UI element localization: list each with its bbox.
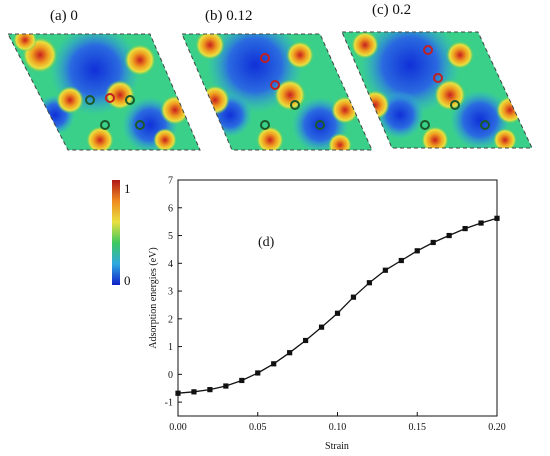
series-markers xyxy=(175,215,500,396)
panel-label-c: (c) 0.2 xyxy=(372,2,412,18)
data-point xyxy=(287,350,293,356)
data-point xyxy=(175,390,181,396)
data-point xyxy=(303,337,309,344)
data-point xyxy=(430,239,436,246)
x-tick-label: 0.05 xyxy=(249,422,267,433)
data-point xyxy=(478,220,484,226)
y-tick-label: -1 xyxy=(165,398,173,409)
data-point xyxy=(239,377,245,384)
data-point xyxy=(382,267,388,273)
data-point xyxy=(446,232,452,239)
y-tick-label: 5 xyxy=(168,231,173,242)
data-point xyxy=(366,280,372,286)
data-point xyxy=(271,361,277,367)
colorbar-min-label: 0 xyxy=(124,273,131,288)
x-tick-label: 0.00 xyxy=(169,422,187,433)
data-point xyxy=(350,294,357,300)
atom-markers xyxy=(85,45,490,130)
y-tick-label: 6 xyxy=(168,203,173,214)
x-axis-label: Strain xyxy=(325,441,349,452)
data-point xyxy=(334,310,341,316)
y-tick-label: 3 xyxy=(168,287,173,298)
x-axis: 0.00 0.05 0.10 0.15 0.20 xyxy=(169,412,506,433)
data-point xyxy=(207,387,213,393)
data-point xyxy=(494,215,500,221)
y-tick-label: 2 xyxy=(168,314,173,325)
y-axis: -1 0 1 2 3 4 5 6 7 xyxy=(165,176,182,409)
x-tick-label: 0.15 xyxy=(409,422,427,433)
x-tick-label: 0.10 xyxy=(329,422,347,433)
chart-annotation: (d) xyxy=(258,235,275,250)
data-point xyxy=(398,257,404,264)
data-point xyxy=(414,248,420,254)
y-axis-label: Adsorption energies (eV) xyxy=(148,247,159,348)
x-tick-label: 0.20 xyxy=(488,422,506,433)
data-point xyxy=(318,324,325,330)
y-tick-label: 1 xyxy=(168,342,173,353)
colorbar xyxy=(112,180,120,285)
data-point xyxy=(191,389,197,395)
panel-label-a: (a) 0 xyxy=(50,8,78,24)
y-tick-label: 0 xyxy=(168,370,173,381)
y-tick-label: 4 xyxy=(168,259,173,270)
y-tick-label: 7 xyxy=(168,176,173,187)
data-point xyxy=(462,225,468,232)
colorbar-max-label: 1 xyxy=(124,181,131,196)
series-line xyxy=(177,217,498,394)
data-point xyxy=(223,383,229,389)
plot-frame xyxy=(177,179,498,417)
data-point xyxy=(255,370,261,376)
panel-label-b: (b) 0.12 xyxy=(205,8,253,24)
